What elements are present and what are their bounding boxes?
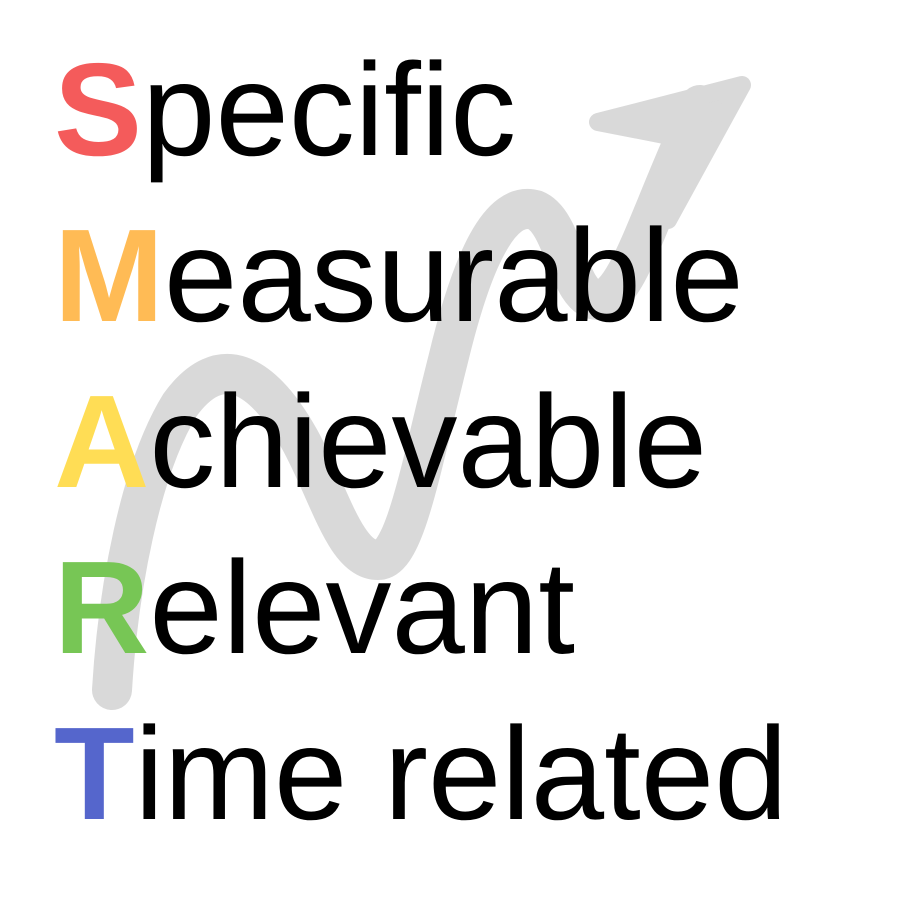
smart-word-rest-specific: pecific (142, 36, 517, 183)
trend-arrow-head (589, 76, 751, 229)
smart-row-relevant: Relevant (54, 542, 575, 674)
smart-word-rest-time-related: ime related (134, 700, 788, 847)
smart-word-rest-relevant: elevant (149, 534, 575, 681)
smart-row-time-related: Time related (54, 708, 788, 840)
smart-word-rest-achievable: chievable (149, 368, 708, 515)
smart-row-specific: Specific (54, 44, 516, 176)
smart-row-measurable: Measurable (54, 210, 744, 342)
smart-initial-s: S (54, 36, 143, 183)
smart-initial-a: A (54, 368, 150, 515)
smart-initial-t: T (54, 700, 135, 847)
smart-initial-r: R (54, 534, 150, 681)
smart-initial-m: M (54, 202, 164, 349)
smart-row-achievable: Achievable (54, 376, 707, 508)
smart-word-rest-measurable: easurable (163, 202, 744, 349)
trend-arrow-shaft (92, 85, 720, 710)
